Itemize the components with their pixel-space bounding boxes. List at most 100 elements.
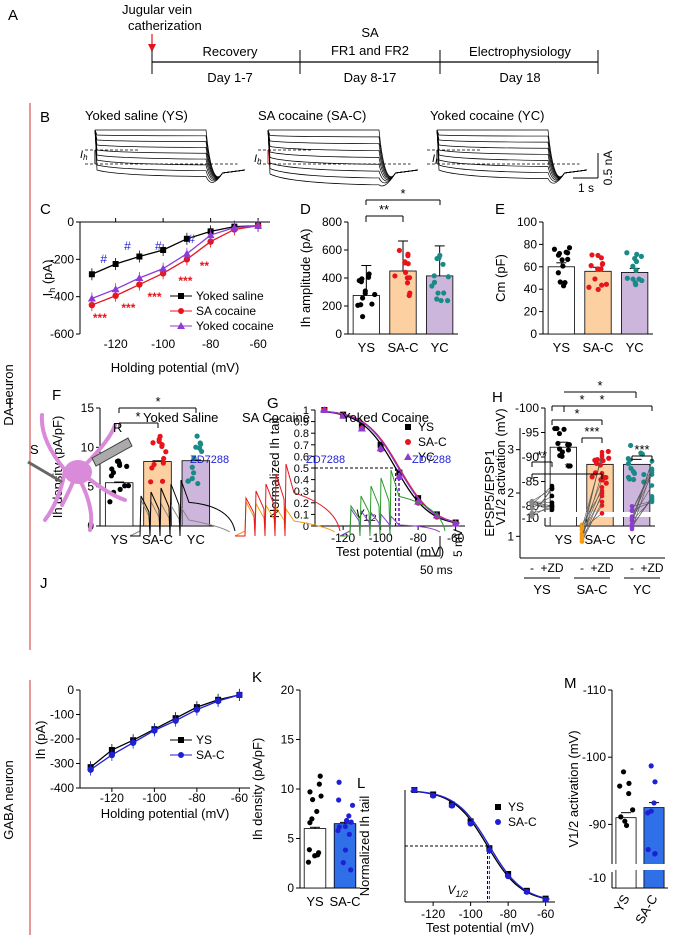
data-dot bbox=[392, 273, 398, 279]
data-dot bbox=[431, 279, 438, 285]
pair-line bbox=[531, 503, 553, 511]
data-dot bbox=[194, 433, 200, 439]
condition-label: - bbox=[530, 561, 534, 575]
legend-marker bbox=[495, 804, 501, 810]
data-point bbox=[230, 223, 239, 231]
data-point bbox=[172, 717, 179, 724]
data-dot bbox=[617, 783, 623, 789]
pair-dot-post bbox=[549, 503, 555, 509]
data-dot bbox=[561, 426, 567, 432]
y-axis-label: V1/2 activation (mV) bbox=[493, 408, 508, 525]
data-dot bbox=[356, 277, 362, 284]
pair-line bbox=[631, 472, 653, 512]
group-label: SA-C bbox=[387, 340, 418, 355]
data-dot bbox=[317, 773, 323, 779]
group-label: SA-C bbox=[584, 532, 615, 547]
y-tick-label: 0.9 bbox=[294, 417, 309, 429]
data-dot bbox=[603, 480, 609, 486]
x-tick-label: -60 bbox=[249, 337, 267, 351]
data-dot bbox=[159, 478, 166, 484]
y-tick-label: 15 bbox=[81, 401, 95, 415]
sig-star: *** bbox=[178, 274, 192, 288]
y-tick-label: 0 bbox=[303, 521, 309, 533]
data-dot bbox=[555, 270, 561, 276]
zd-label-yc: ZD7288 bbox=[412, 454, 451, 466]
group-label: YS bbox=[533, 582, 551, 597]
y-tick-label: -200 bbox=[50, 732, 74, 746]
data-dot bbox=[630, 276, 636, 282]
data-point bbox=[112, 292, 119, 299]
bar bbox=[547, 266, 575, 335]
data-dot bbox=[566, 441, 572, 448]
current-trace bbox=[436, 129, 588, 181]
data-dot bbox=[189, 464, 195, 470]
data-dot bbox=[348, 819, 354, 825]
data-dot bbox=[630, 476, 637, 483]
data-point bbox=[357, 424, 366, 432]
data-dot bbox=[110, 469, 117, 476]
data-dot bbox=[622, 818, 628, 824]
current-trace bbox=[268, 129, 419, 178]
fit-curve bbox=[410, 790, 550, 900]
data-dot bbox=[440, 261, 446, 267]
data-dot bbox=[191, 455, 197, 461]
electrode-s: S bbox=[30, 442, 39, 457]
data-point bbox=[236, 691, 243, 699]
legend-marker bbox=[178, 737, 184, 743]
group-label: YC bbox=[431, 340, 449, 355]
bar bbox=[352, 295, 380, 335]
data-point bbox=[112, 261, 119, 267]
y-tick-label: 0.3 bbox=[294, 486, 309, 498]
pair-line bbox=[631, 500, 653, 507]
y-tick-label: -400 bbox=[50, 290, 74, 304]
data-dot bbox=[306, 847, 312, 853]
current-trace bbox=[436, 129, 588, 184]
annotation-line-2: catherization bbox=[128, 18, 202, 33]
data-dot bbox=[444, 298, 451, 304]
data-dot bbox=[638, 253, 645, 259]
data-dot bbox=[628, 442, 634, 449]
data-dot bbox=[645, 846, 651, 853]
y-tick-label: -95 bbox=[522, 426, 540, 440]
panel-k: K Ih density (pA/pF) 0 5 10 15 20 YS SA-C bbox=[250, 669, 361, 909]
xlabel-c: Holding potential (mV) bbox=[111, 360, 240, 375]
x-tick-label: -120 bbox=[421, 907, 445, 921]
data-dot bbox=[349, 802, 356, 808]
data-point bbox=[542, 896, 549, 903]
data-dot bbox=[436, 255, 442, 261]
data-point bbox=[486, 847, 493, 854]
legend-label: YC bbox=[418, 450, 435, 464]
y-tick-label: 0 bbox=[287, 881, 294, 895]
data-dot bbox=[359, 313, 366, 320]
data-dot bbox=[369, 301, 375, 307]
panel-label-a: A bbox=[8, 7, 18, 24]
sig-star: *** bbox=[121, 301, 135, 315]
current-trace bbox=[267, 129, 419, 184]
data-dot bbox=[122, 483, 128, 489]
i-title-ys: Yoked Saline bbox=[143, 410, 218, 425]
current-trace bbox=[267, 129, 419, 182]
y-tick-label: 0 bbox=[67, 215, 74, 229]
data-dot bbox=[605, 448, 611, 455]
group-label: SA-C bbox=[632, 892, 661, 926]
y-tick-label: 15 bbox=[281, 733, 295, 747]
i-title-yc: Yoked Cocaine bbox=[342, 410, 429, 425]
sig-star: *** bbox=[147, 290, 161, 304]
data-dot bbox=[404, 280, 411, 286]
data-dot bbox=[565, 447, 572, 453]
data-dot bbox=[599, 261, 606, 267]
current-trace bbox=[94, 129, 246, 180]
pair-dot-pre bbox=[529, 501, 535, 507]
sig-star: * bbox=[155, 394, 160, 409]
data-point bbox=[88, 301, 96, 309]
current-trace bbox=[437, 129, 588, 178]
data-dot bbox=[588, 263, 594, 269]
x-tick-label: -120 bbox=[331, 531, 355, 545]
data-dot bbox=[355, 302, 361, 308]
bar bbox=[584, 270, 612, 335]
data-dot bbox=[589, 252, 595, 258]
data-point bbox=[87, 766, 94, 773]
data-dot bbox=[565, 256, 571, 262]
